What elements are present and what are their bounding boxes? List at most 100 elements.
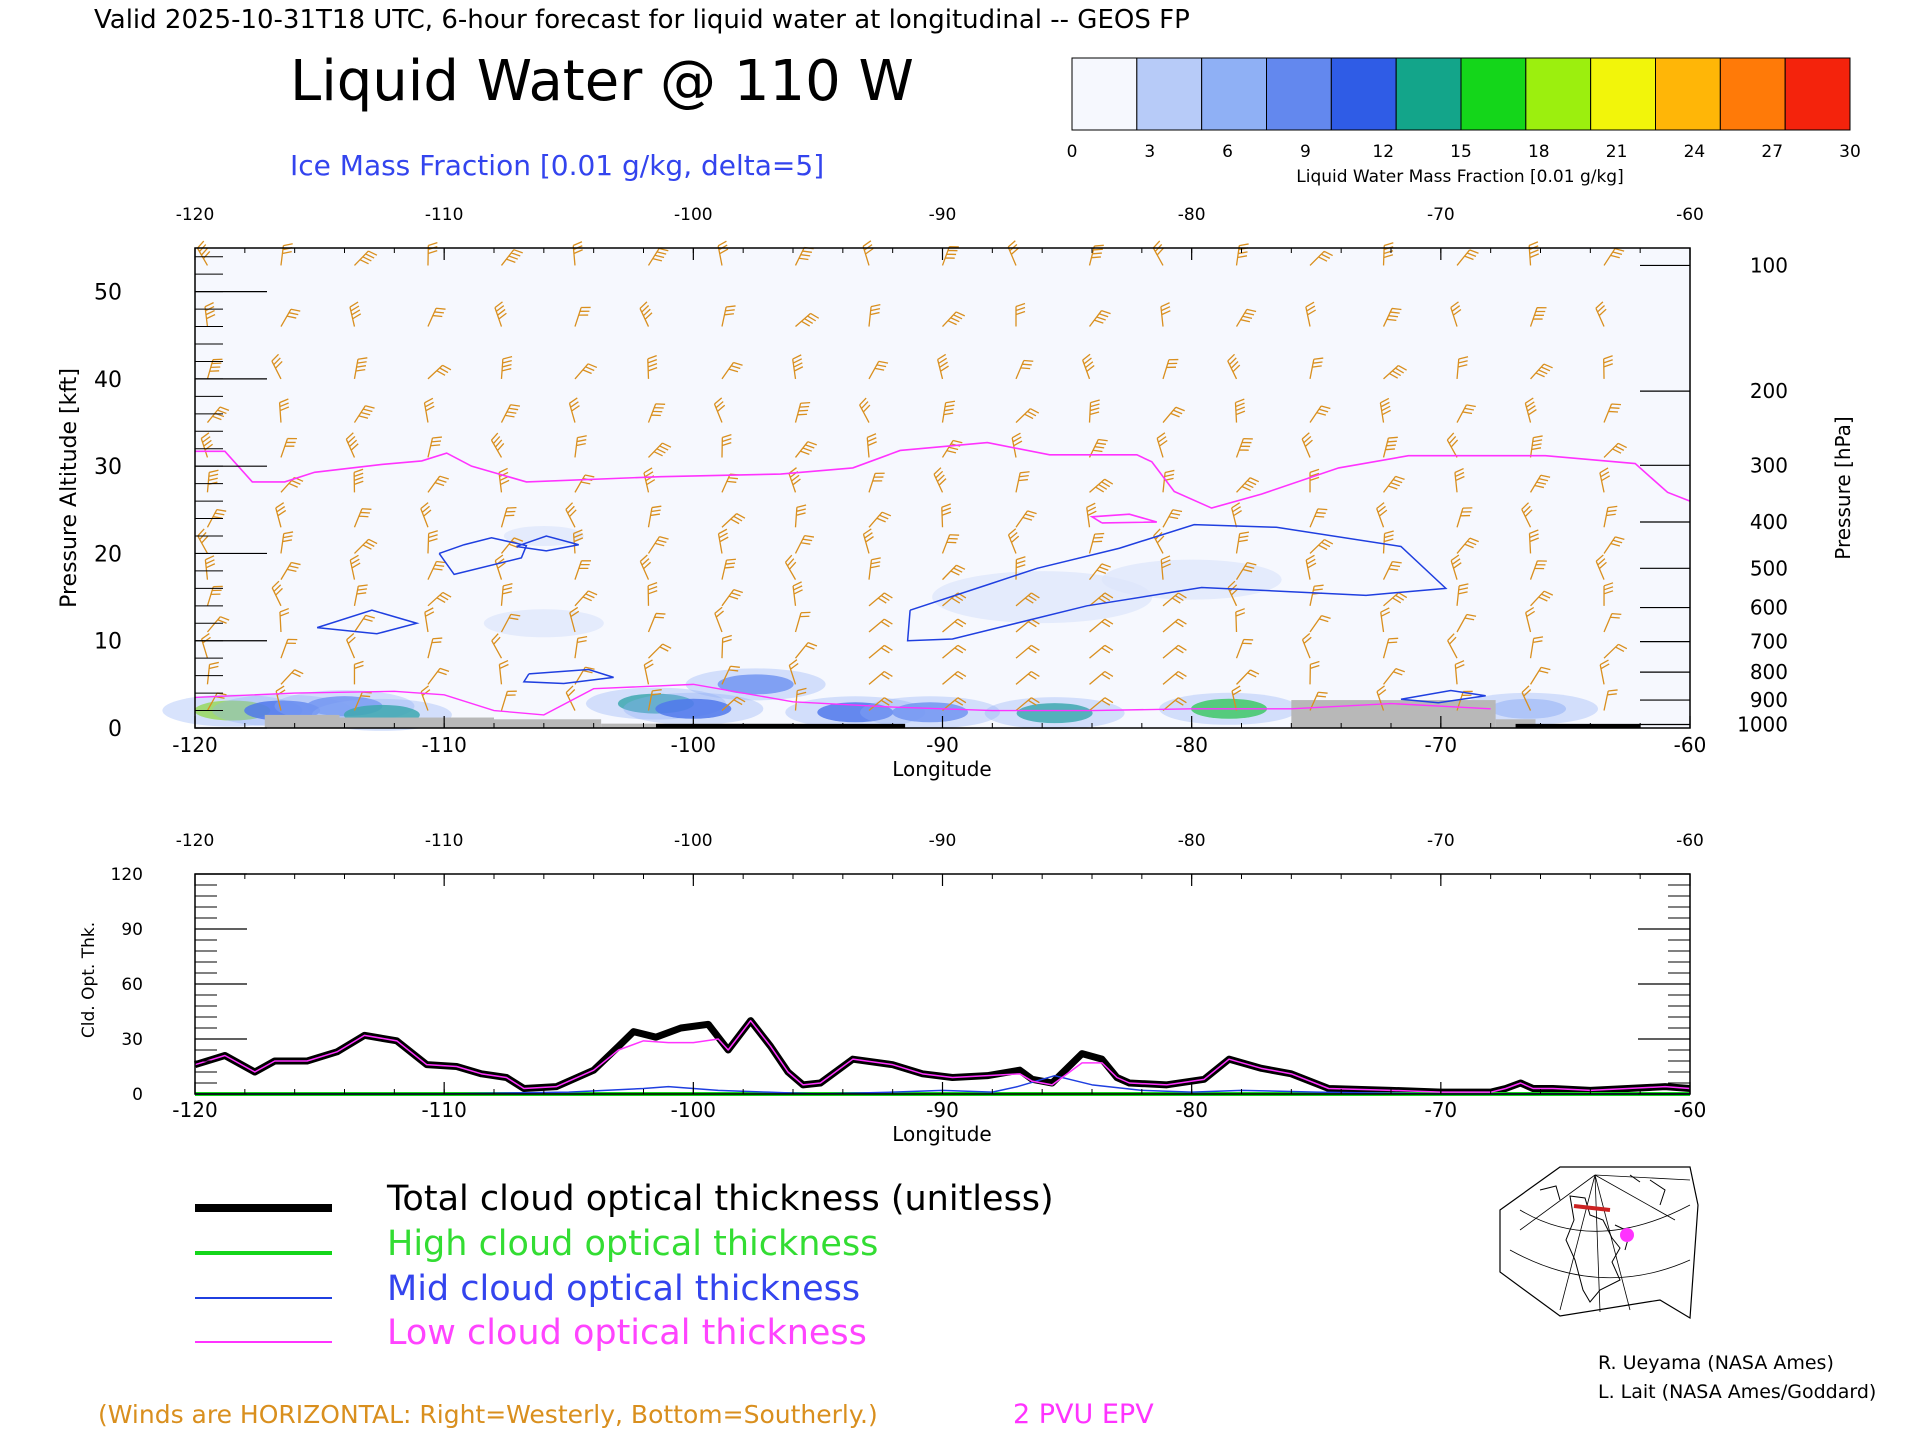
wind-barb	[1088, 438, 1108, 458]
wind-barb	[1236, 669, 1260, 685]
wind-barb	[721, 433, 732, 458]
wind-barb	[1529, 474, 1551, 493]
wind-barb	[1456, 356, 1469, 379]
wind-barb	[1382, 307, 1402, 327]
top-x-tick-label: -90	[926, 733, 959, 757]
wind-barb	[197, 528, 209, 554]
cloud-patch	[1490, 698, 1567, 719]
wind-barb	[868, 511, 892, 528]
wind-barb	[1529, 666, 1551, 685]
top-x-tick-label: -80	[1175, 733, 1208, 757]
top-y-tick-label: 10	[94, 630, 122, 655]
wind-barb	[1227, 580, 1239, 607]
wind-barb	[1599, 659, 1610, 685]
wind-barb	[1089, 670, 1114, 685]
top-y-tick-label: 20	[94, 542, 122, 567]
wind-barb	[1301, 432, 1313, 458]
wind-barb	[721, 513, 746, 528]
colorbar-swatches	[1071, 57, 1851, 131]
top-right-axis-label: Pressure [hPa]	[1831, 416, 1855, 559]
top-y-tick-label: 50	[94, 281, 122, 306]
wind-barb	[500, 249, 523, 266]
colorbar-swatch	[1655, 57, 1721, 131]
bottom-x-tick-label: -100	[671, 1098, 716, 1122]
wind-barb	[1382, 561, 1402, 580]
bottom-x-tick-label-upper: -100	[674, 831, 713, 851]
wind-barb	[500, 404, 521, 423]
wind-barb	[1088, 399, 1100, 423]
wind-barb	[420, 502, 432, 528]
top-x-tick-label: -120	[172, 733, 217, 757]
wind-barb	[942, 592, 967, 607]
wind-barb	[788, 659, 799, 685]
wind-barb	[500, 506, 517, 528]
top-x-tick-label: -60	[1674, 733, 1707, 757]
epv-loop	[1089, 513, 1158, 524]
bottom-x-tick-label: -120	[172, 1098, 217, 1122]
wind-barb	[1529, 306, 1547, 327]
wind-barb	[206, 616, 230, 633]
wind-barbs	[196, 240, 1628, 712]
wind-barb	[1089, 697, 1114, 712]
colorbar-swatch	[1330, 57, 1397, 131]
colorbar-tick-label: 15	[1450, 142, 1472, 162]
wind-barb	[204, 555, 216, 580]
map-location-marker	[1620, 1228, 1634, 1242]
wind-barb	[1376, 685, 1387, 711]
wind-barb	[721, 634, 732, 659]
wind-barb	[1603, 612, 1622, 633]
wind-barb	[942, 564, 966, 581]
main-title: Liquid Water @ 110 W	[290, 49, 914, 114]
top-y-axis-label: Pressure Altitude [kft]	[57, 368, 82, 608]
top-y-tick-label: 40	[94, 368, 122, 393]
wind-barb	[1603, 248, 1625, 266]
colorbar-swatch	[1136, 57, 1203, 131]
epv-low-line	[194, 683, 1491, 716]
credit-line-2: L. Lait (NASA Ames/Goddard)	[1598, 1381, 1876, 1403]
colorbar-swatch	[1590, 57, 1656, 131]
wind-barb	[1160, 555, 1171, 580]
wind-barb	[349, 301, 362, 327]
wind-barb	[1015, 644, 1040, 659]
wind-barb	[500, 690, 517, 711]
map-graticule	[1509, 1174, 1691, 1313]
ice-contour	[522, 668, 614, 685]
wind-barb	[1383, 364, 1407, 380]
wind-barb	[1007, 528, 1020, 554]
wind-barb	[1383, 667, 1405, 685]
wind-barb	[574, 474, 595, 493]
wind-barb	[942, 618, 967, 633]
wind-barb	[353, 584, 368, 606]
wind-barb	[572, 241, 583, 266]
wind-barb	[353, 357, 368, 380]
wind-barb	[1227, 353, 1241, 380]
wind-barb	[1454, 467, 1465, 493]
wind-barb	[868, 618, 893, 633]
wind-barb	[565, 502, 577, 528]
wind-barb	[1456, 507, 1473, 528]
colorbar-swatch	[1460, 57, 1527, 131]
cloud-patch-halo	[860, 696, 1001, 729]
bottom-x-axis-label: Longitude	[892, 1122, 991, 1146]
wind-barb	[1603, 505, 1618, 528]
cross-section-background	[195, 248, 1690, 728]
wind-barb	[1015, 408, 1040, 424]
wind-barb	[1603, 403, 1622, 423]
top-x-tick-label-upper: -100	[674, 205, 713, 225]
wind-barb	[1309, 508, 1328, 528]
wind-barb	[1382, 637, 1399, 659]
wind-barb	[784, 554, 797, 580]
colorbar-tick-label: 30	[1839, 142, 1861, 162]
optical-thickness-axes: -120 -120 -110 -110 -100 -100 -90 -90 -80 -80 -70 -…	[111, 831, 1707, 1122]
ice-contour	[316, 609, 420, 635]
cloud-patch	[655, 698, 732, 719]
bottom-x-tick-label-upper: -90	[929, 831, 957, 851]
wind-barb	[1088, 563, 1111, 581]
wind-barb	[280, 531, 294, 554]
wind-barb	[1235, 608, 1246, 633]
epv-2pvu-line	[195, 441, 1691, 509]
epv-line	[194, 441, 1691, 716]
locator-map	[1499, 1166, 1699, 1320]
wind-barb	[794, 402, 811, 423]
wind-barb	[1301, 632, 1312, 659]
